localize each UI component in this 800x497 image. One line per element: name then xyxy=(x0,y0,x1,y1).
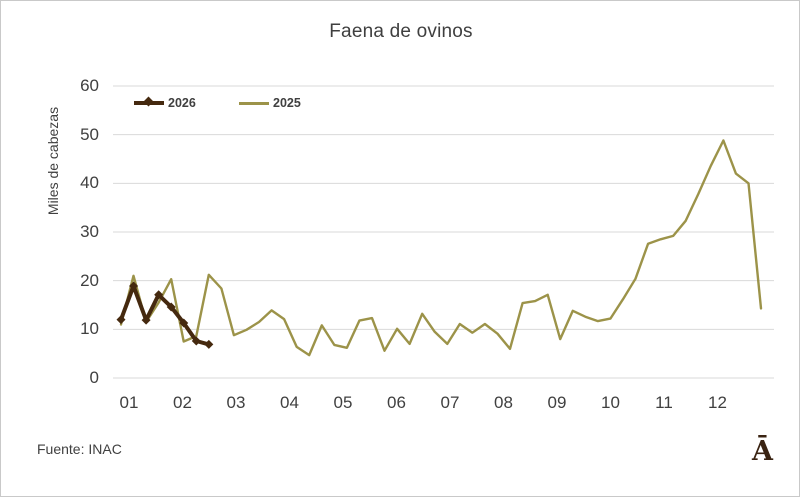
diamond-marker-icon xyxy=(143,96,154,107)
y-tick-label: 20 xyxy=(80,270,99,290)
y-tick-label: 0 xyxy=(89,368,99,387)
diamond-marker-icon xyxy=(191,336,201,346)
diamond-marker-icon xyxy=(116,315,126,325)
x-tick-label: 07 xyxy=(440,393,460,412)
legend-line-2026 xyxy=(134,96,164,107)
y-tick-label: 60 xyxy=(80,76,99,95)
x-tick-label: 06 xyxy=(387,393,406,412)
x-tick-label: 04 xyxy=(280,393,299,412)
y-tick-label: 50 xyxy=(80,124,99,144)
x-tick-label: 11 xyxy=(655,393,673,412)
source-note: Fuente: INAC xyxy=(37,441,122,457)
legend-line-2025 xyxy=(239,101,269,105)
x-tick-label: 10 xyxy=(601,393,620,412)
x-tick-label: 09 xyxy=(547,393,567,412)
x-tick-label: 02 xyxy=(173,393,192,412)
diamond-marker-icon xyxy=(204,339,214,349)
diamond-marker-icon xyxy=(141,315,151,325)
legend-item-2025: 2025 xyxy=(239,96,301,110)
diamond-marker-icon xyxy=(179,318,189,328)
y-tick-label: 40 xyxy=(80,173,99,193)
x-tick-label: 03 xyxy=(226,393,246,412)
series-line-2026 xyxy=(119,284,211,347)
y-tick-label: 30 xyxy=(80,222,99,241)
chart-title: Faena de ovinos xyxy=(329,21,473,42)
x-tick-label: 08 xyxy=(494,393,513,412)
series-line-2025 xyxy=(119,139,763,357)
inac-logo: Ā xyxy=(752,436,773,467)
legend-label-2026: 2026 xyxy=(168,96,196,110)
legend-label-2025: 2025 xyxy=(273,96,301,110)
x-tick-label: 12 xyxy=(708,393,727,412)
diamond-marker-icon xyxy=(154,290,164,300)
y-tick-label: 10 xyxy=(80,319,99,339)
legend-item-2026: 2026 xyxy=(134,96,196,110)
diamond-marker-icon xyxy=(129,281,139,291)
diamond-marker-icon xyxy=(166,302,176,312)
x-tick-label: 05 xyxy=(333,393,353,412)
x-tick-label: 01 xyxy=(119,393,139,412)
